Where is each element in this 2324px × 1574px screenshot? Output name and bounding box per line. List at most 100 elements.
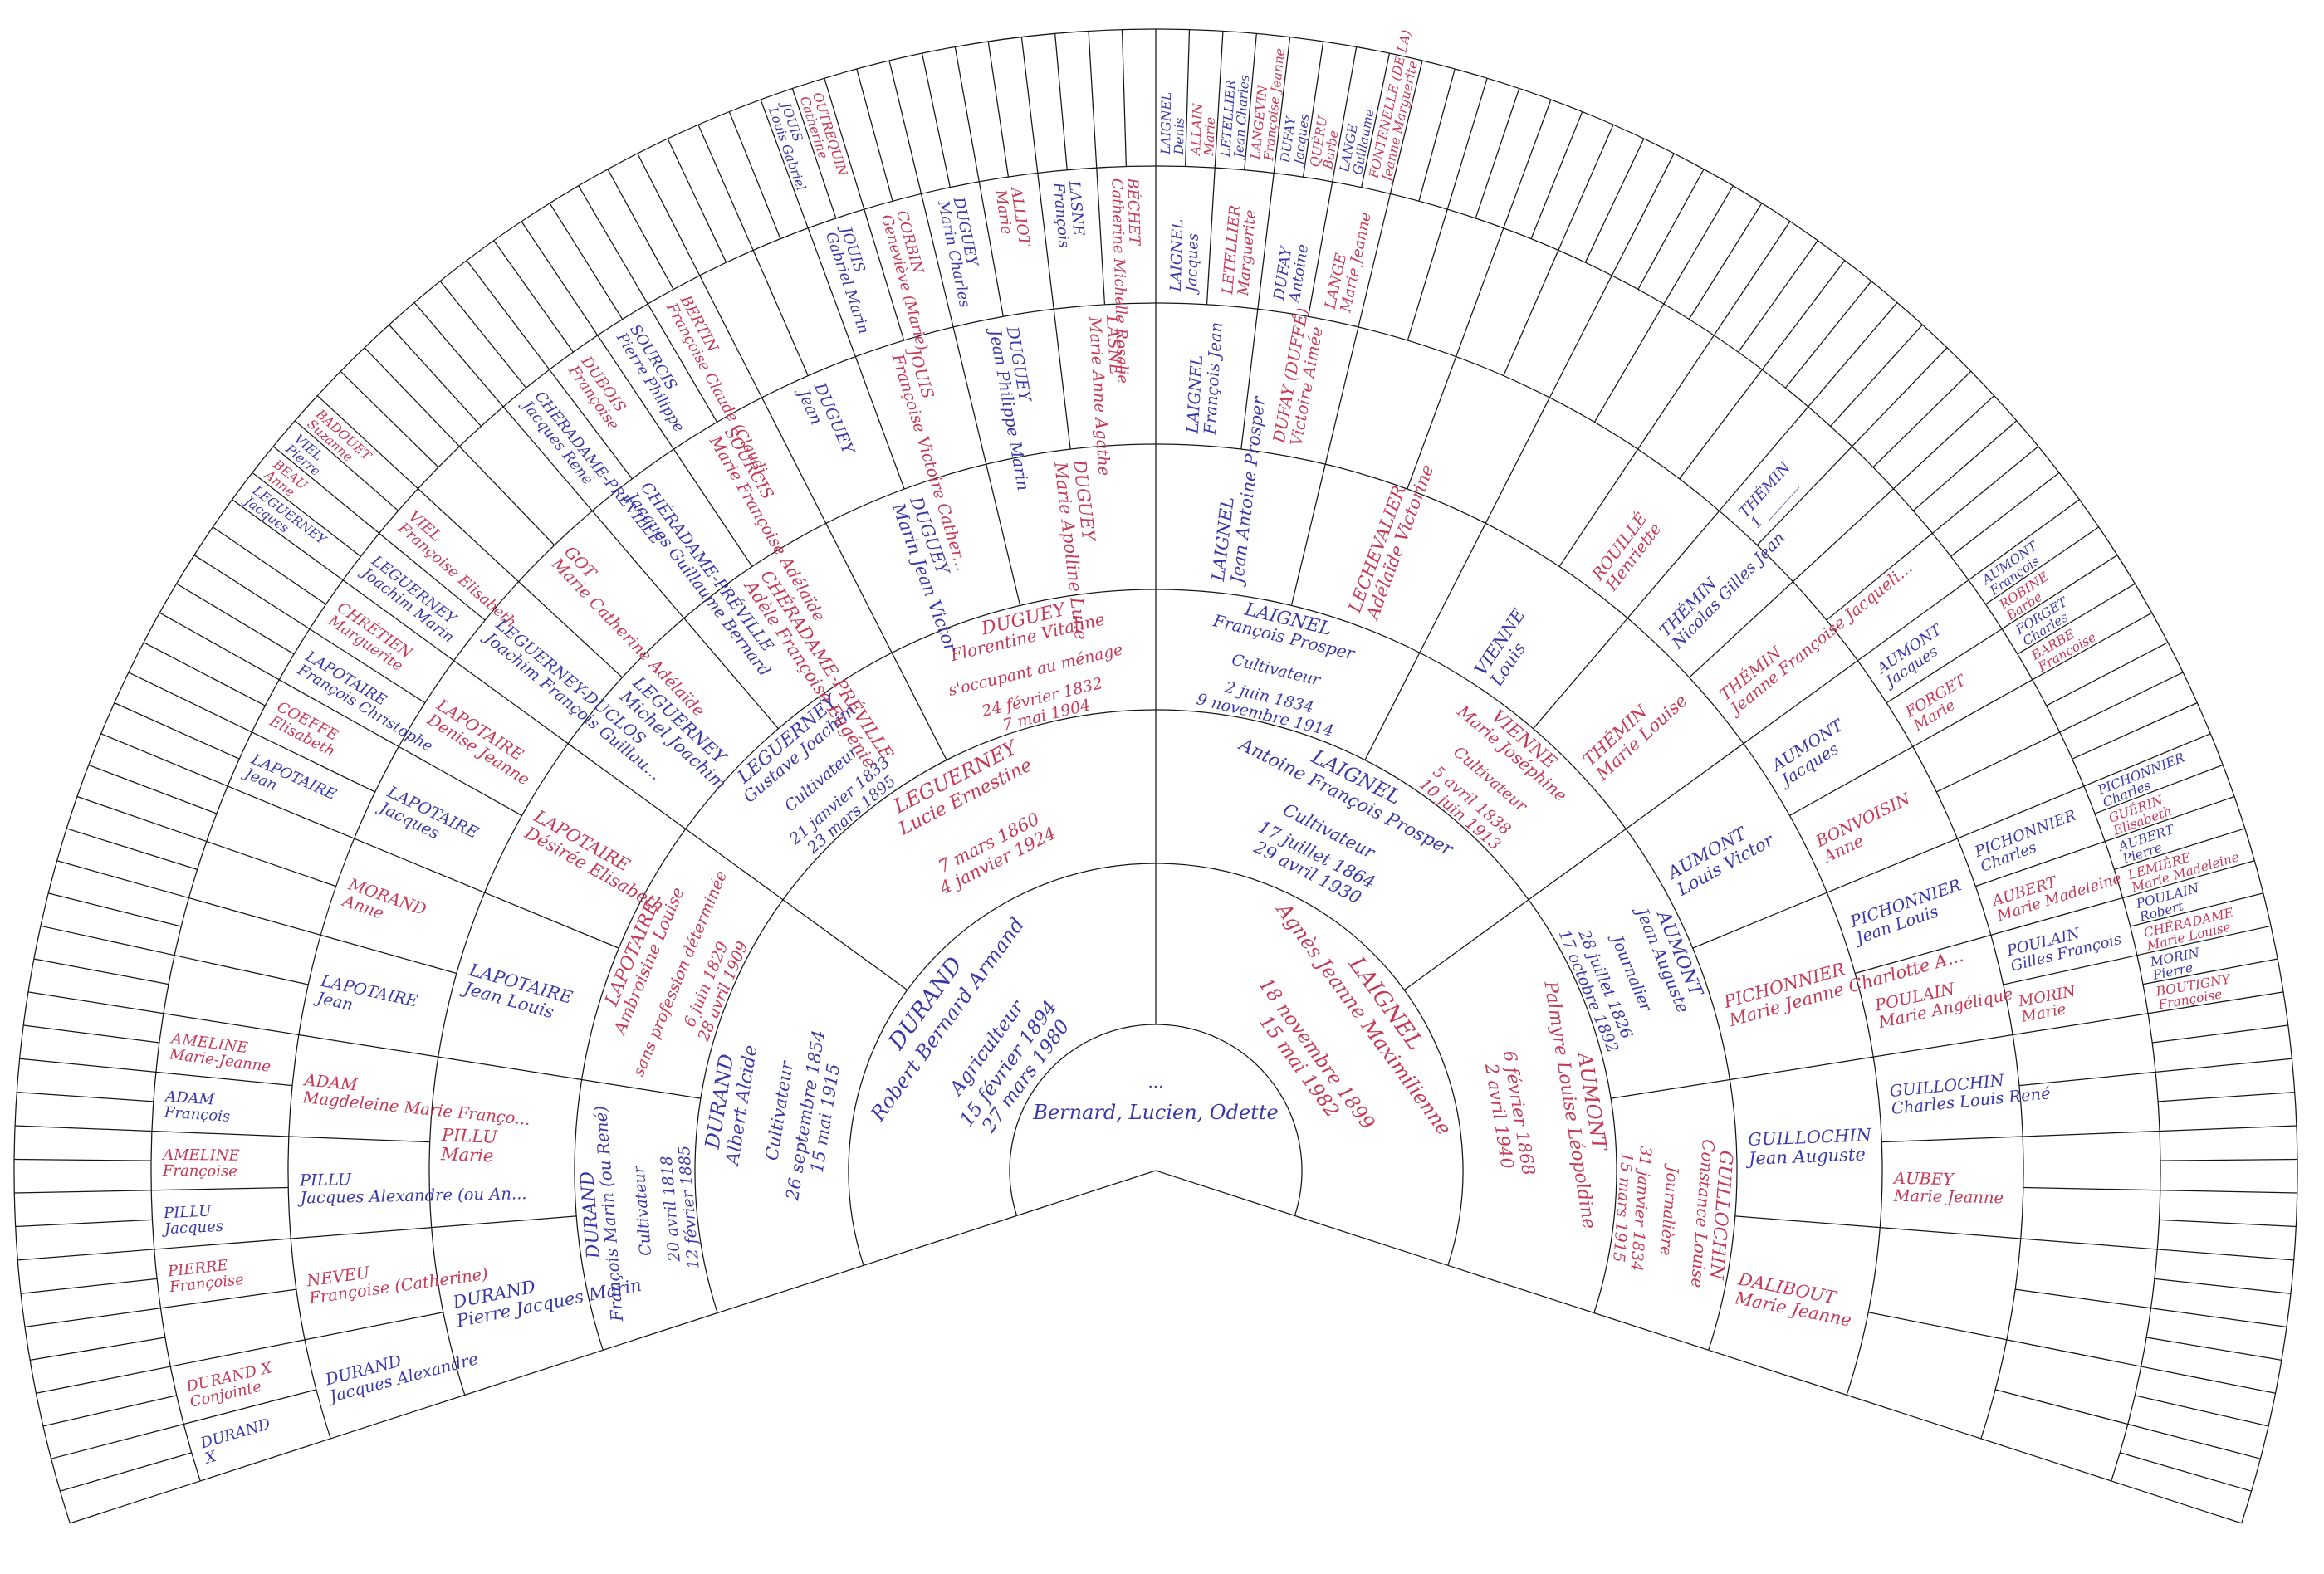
person-sector[interactable]: DUFAYAntoine [1270, 241, 1312, 306]
sector-divider [2159, 1219, 2297, 1228]
person-name-radial: FONTENELLE (DE LA)Jeanne Marguerite [1366, 28, 1427, 185]
person-sector[interactable]: DUBOISFrançoise [565, 353, 635, 433]
person-sector[interactable]: LAPOTAIREJean [312, 970, 419, 1028]
person-sector[interactable]: MORINMarie [2016, 982, 2081, 1026]
person-sector[interactable]: LAPOTAIREJacques [374, 781, 482, 858]
person-sector[interactable]: DUGUEYJean [793, 377, 859, 466]
person-sector[interactable]: ALLIOTMarie [991, 184, 1034, 251]
person-sector[interactable]: DALIBOUTMarie Jeanne [1732, 1268, 1857, 1330]
person-sector[interactable]: BÉCHETCatherine Michelle Rosalie [1108, 177, 1148, 384]
person-sector[interactable]: AMELINEMarie-Jeanne [167, 1029, 274, 1076]
person-sector[interactable]: AUBEYMarie Jeanne [1891, 1169, 2004, 1208]
sector-divider [206, 840, 336, 887]
person-sector[interactable]: LETELLIERMarguerite [1219, 204, 1260, 297]
person-sector[interactable]: BONVOISINAnne [1811, 789, 1921, 868]
person-name-radial: MORANDAnne [339, 874, 429, 936]
sector-divider [364, 347, 460, 447]
person-name-radial: PICHONNIERCharles [1972, 807, 2085, 876]
person-name-radial: THÉMIN1 ______ [1734, 457, 1807, 532]
sector-divider [2160, 1125, 2297, 1132]
person-sector[interactable]: LAPOTAIREDenise Jeanne [423, 695, 543, 789]
person-sector[interactable]: THÉMIN1 ______ [1734, 457, 1807, 532]
sector-divider [458, 446, 555, 546]
sector-divider [1361, 52, 1391, 188]
sector-divider [316, 395, 418, 490]
person-sector[interactable]: AUMONTLouis Victor [1663, 813, 1778, 901]
person-sector[interactable]: PICHONNIERCharles [1972, 807, 2085, 876]
sector-divider [864, 208, 905, 341]
person-sector[interactable]: THÉMINMarie Louise [1578, 677, 1691, 785]
center-person[interactable]: ... Bernard, Lucien, Odette [1032, 1072, 1278, 1124]
person-sector[interactable]: DURANDJacques Alexandre [320, 1332, 481, 1407]
person-sector[interactable]: DUGUEYMarin Jean Victor [888, 493, 980, 656]
person-name-radial: BÉCHETCatherine Michelle Rosalie [1108, 177, 1148, 384]
sector-divider [2013, 1013, 2149, 1036]
person-sector[interactable]: LAPOTAIREJean [239, 749, 339, 818]
person-sector[interactable]: LECHEVALIERAdélaïde Victorine [1344, 455, 1438, 623]
sector-divider [567, 743, 687, 830]
person-sector[interactable]: POULAINGilles François [2004, 916, 2123, 975]
person-sector[interactable]: PILLUMarie [440, 1125, 499, 1166]
sector-divider [418, 488, 520, 583]
person-sector[interactable]: LAPOTAIREDésirée Elisabeth [521, 805, 677, 916]
sector-divider [1447, 1264, 1595, 1314]
sector-divider [155, 1071, 293, 1087]
person-sector[interactable]: LETELLIERJean Charles [1218, 73, 1252, 160]
person-sector[interactable]: JOUISGabriel Marin [821, 222, 888, 336]
sector-divider [1950, 472, 2060, 557]
person-sector[interactable]: PIERREFrançoise [166, 1255, 245, 1297]
person-sector[interactable]: AMELINE Françoise [161, 1146, 240, 1180]
person-sector[interactable]: DUGUEYMarin Charles [934, 195, 989, 310]
person-name-radial: DALIBOUTMarie Jeanne [1732, 1268, 1857, 1330]
person-sector[interactable]: CHÉRADAME-PRÉVILLEJacques René [516, 384, 666, 558]
person-sector[interactable]: ROUILLÉHenriette [1587, 509, 1665, 595]
sector-divider [27, 991, 164, 1014]
person-sector[interactable]: PILLUJacques [160, 1202, 224, 1239]
person-sector[interactable]: LAPOTAIREJean Louis [458, 959, 575, 1026]
person-sector[interactable]: ADAMFrançois [162, 1088, 232, 1125]
person-sector[interactable]: FORGETMarie [1902, 671, 1979, 735]
person-sector[interactable]: DUGUEYJean Philippe Marin [985, 322, 1050, 492]
sector-divider [1257, 173, 1275, 310]
sector-divider [1872, 370, 1972, 468]
person-sector[interactable]: MORANDAnne [339, 874, 429, 936]
person-sector[interactable]: COEFFEElisabeth [266, 698, 345, 761]
person-sector[interactable]: LANGEMarie Jeanne [1322, 208, 1375, 315]
person-sector[interactable]: PICHONNIERJean Louis [1845, 875, 1969, 949]
person-sector[interactable]: DUFAYJacques [1277, 111, 1313, 168]
person-sector[interactable]: LAIGNELFrançois Jean [1183, 320, 1226, 436]
person-sector[interactable]: DUFAY (DUFFÉ)Victoire Aimée [1269, 306, 1329, 448]
person-sector[interactable]: THÉMINNicolas Gilles Jean [1655, 516, 1789, 653]
person-name-radial: LAPOTAIREDésirée Elisabeth [521, 805, 677, 916]
person-sector[interactable]: AUMONTJacques [1766, 715, 1857, 791]
sector-divider [549, 203, 624, 320]
person-name-radial: LETELLIERJean Charles [1218, 73, 1252, 160]
person-sector[interactable]: ADAMMagdeleine Marie Franço... [301, 1070, 533, 1129]
person-sector[interactable]: FONTENELLE (DE LA)Jeanne Marguerite [1366, 28, 1427, 185]
sector-divider [1155, 1170, 1295, 1216]
sector-divider [1893, 395, 1995, 490]
sector-divider [1240, 309, 1259, 450]
person-sector[interactable]: GUILLOCHINJean Auguste [1744, 1125, 1873, 1169]
sector-divider [2114, 828, 2245, 871]
person-name-radial: CHÉRADAME-PRÉVILLEJacques René [516, 384, 666, 558]
person-sector[interactable]: PILLUJacques Alexandre (ou An... [296, 1166, 527, 1207]
person-sector[interactable]: LAIGNELJacques [1167, 219, 1203, 296]
person-sector[interactable]: LASNEFrançois [1049, 179, 1089, 249]
sector-divider [921, 52, 951, 188]
person-sector[interactable]: ALLAINMarie [1188, 101, 1219, 158]
person-sector[interactable]: VIENNELouis [1470, 605, 1545, 691]
person-sector[interactable]: LAIGNELDenis [1158, 92, 1187, 156]
person-sector[interactable]: GUILLOCHINCharles Louis René [1889, 1066, 2052, 1118]
